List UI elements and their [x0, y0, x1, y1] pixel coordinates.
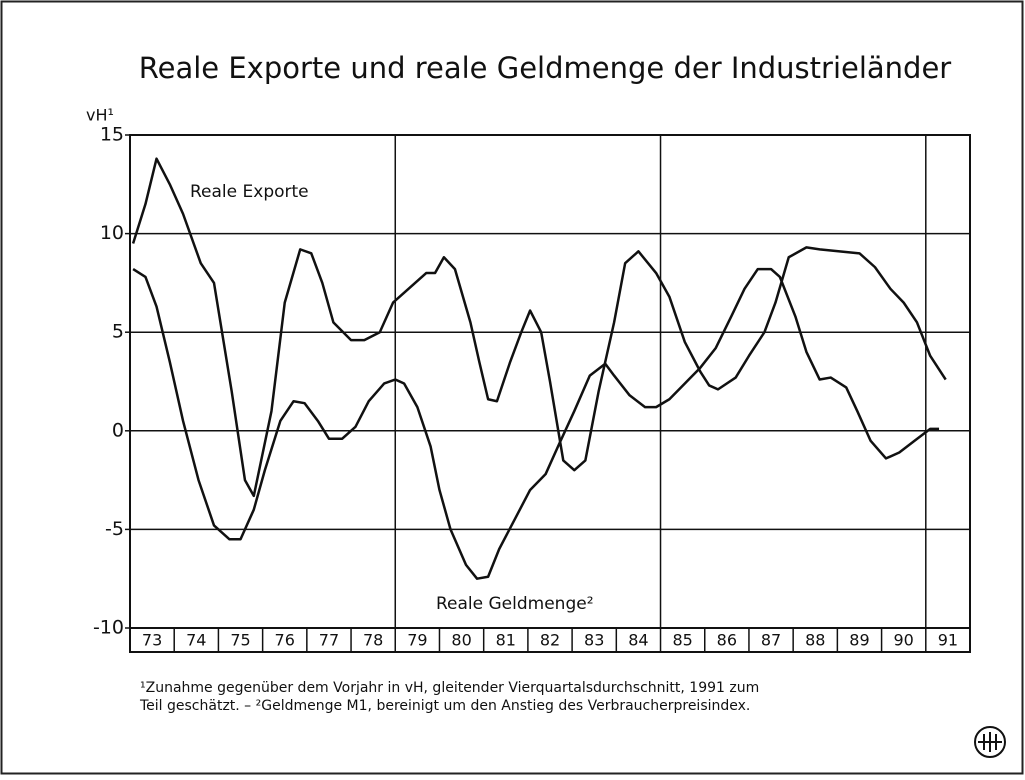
y-axis-label: vH¹	[86, 106, 114, 125]
y-tick-label: 15	[100, 124, 124, 146]
x-tick-label: 81	[496, 631, 516, 650]
x-tick-label: 79	[407, 631, 427, 650]
chart-title: Reale Exporte und reale Geldmenge der In…	[139, 51, 952, 85]
x-tick-label: 80	[451, 631, 471, 650]
series-label: Reale Exporte	[190, 182, 309, 202]
x-tick-label: 77	[319, 631, 339, 650]
x-tick-label: 91	[938, 631, 958, 650]
y-tick-label: 10	[100, 222, 124, 244]
logo	[974, 726, 1006, 758]
x-tick-label: 78	[363, 631, 383, 650]
x-tick-label: 89	[849, 631, 869, 650]
line	[131, 157, 947, 498]
x-tick-label: 84	[628, 631, 648, 650]
series-label: Reale Geldmenge²	[436, 594, 594, 614]
x-tick-label: 75	[230, 631, 250, 650]
x-tick-label: 88	[805, 631, 825, 650]
x-tick-label: 87	[761, 631, 781, 650]
x-tick-label: 86	[717, 631, 737, 650]
y-tick-label: 5	[112, 321, 124, 343]
x-tick-label: 74	[186, 631, 206, 650]
logo-mark	[978, 732, 1002, 752]
footnote: ¹Zunahme gegenüber dem Vorjahr in vH, gl…	[140, 680, 759, 696]
logo-ring	[974, 726, 1006, 758]
x-tick-label: 90	[894, 631, 914, 650]
x-tick-label: 82	[540, 631, 560, 650]
line	[132, 267, 940, 580]
y-tick-label: 0	[112, 419, 124, 441]
y-tick-label: -5	[105, 518, 124, 540]
y-tick-label: -10	[93, 617, 124, 639]
footnote: Teil geschätzt. – ²Geldmenge M1, bereini…	[139, 698, 750, 714]
x-tick-label: 85	[672, 631, 692, 650]
x-tick-label: 73	[142, 631, 162, 650]
plot-frame	[129, 134, 971, 653]
x-tick-label: 83	[584, 631, 604, 650]
x-tick-label: 76	[275, 631, 295, 650]
